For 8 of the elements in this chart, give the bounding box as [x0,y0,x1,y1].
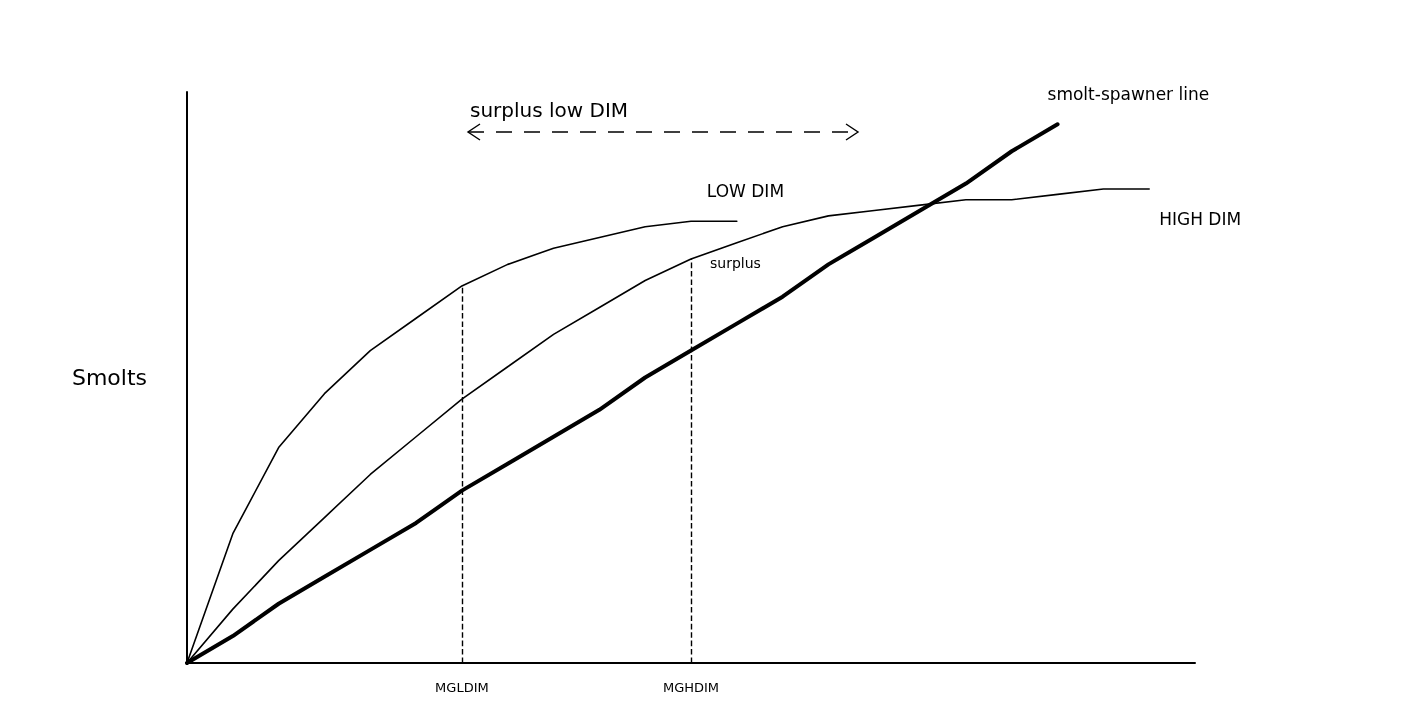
x-tick-label: MGLDIM [435,680,489,695]
series-label: smolt-spawner line [1047,84,1210,105]
y-axis-title: Smolts [71,365,147,390]
series-label: HIGH DIM [1159,208,1242,229]
text: surplus low DIM [470,98,629,122]
x-tick-label: MGHDIM [662,680,720,695]
annotation: surplus [710,255,761,271]
series-label: LOW DIM [706,181,785,202]
